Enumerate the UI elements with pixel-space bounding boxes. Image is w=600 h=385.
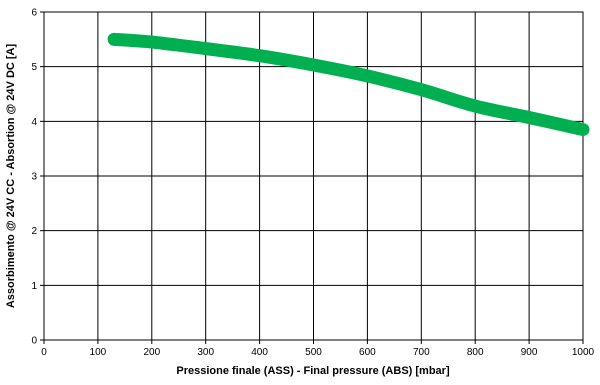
- x-tick-label: 300: [197, 347, 214, 358]
- y-tick-label: 5: [31, 62, 37, 73]
- y-tick-label: 3: [31, 172, 37, 183]
- y-tick-label: 6: [31, 8, 37, 19]
- x-tick-label: 1000: [572, 347, 595, 358]
- x-tick-label: 600: [359, 347, 376, 358]
- y-axis-title: Assorbimento @ 24V CC - Absortion @ 24V …: [5, 44, 17, 309]
- series-layer: [107, 32, 590, 137]
- x-tick-label: 500: [305, 347, 322, 358]
- y-tick-label: 1: [31, 281, 37, 292]
- x-tick-label: 100: [90, 347, 107, 358]
- axes: 0 100 200 300 400 500 600 700 800 900 1000 0 1 2 3 4 5 6: [31, 8, 594, 359]
- x-tick-label: 900: [521, 347, 538, 358]
- y-tick-label: 2: [31, 226, 37, 237]
- x-tick-label: 700: [413, 347, 430, 358]
- series-line: [107, 32, 590, 137]
- y-tick-label: 0: [31, 336, 37, 347]
- x-tick-label: 400: [251, 347, 268, 358]
- y-tick-label: 4: [31, 117, 37, 128]
- x-tick-label: 200: [143, 347, 160, 358]
- x-axis-title: Pressione finale (ASS) - Final pressure …: [176, 365, 450, 377]
- x-tick-label: 800: [467, 347, 484, 358]
- x-tick-label: 0: [41, 347, 47, 358]
